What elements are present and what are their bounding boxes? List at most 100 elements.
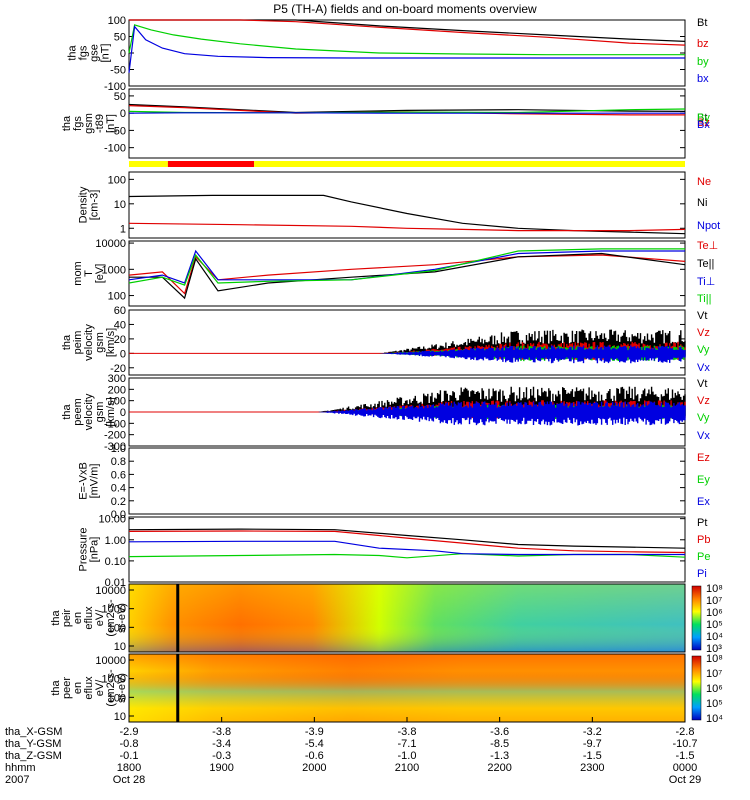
x-tick-value: -3.9 [305, 726, 324, 738]
panel-temperature: 10000 1000 100 mom T [eV] Te⊥ Te|| Ti⊥ Ti|| [72, 238, 718, 307]
series-pt-line [128, 528, 686, 549]
y-tick-label: 0.2 [111, 496, 126, 508]
x-row-label: tha_Z-GSM [5, 750, 62, 762]
y-axis-label-line: [nT] [105, 114, 117, 133]
y-tick-label: 0 [120, 348, 126, 360]
colorbar-tick-label: 10⁶ [706, 683, 723, 695]
x-tick-value: 2000 [302, 762, 326, 774]
y-axis-label-line: peim [72, 331, 84, 355]
series-pi-line [128, 540, 685, 556]
x-tick-value: -1.5 [583, 750, 602, 762]
legend-entry: Vy [697, 344, 710, 356]
legend-entry: Vx [697, 430, 710, 442]
x-tick-value: 2200 [487, 762, 511, 774]
y-tick-label: -50 [110, 125, 126, 137]
y-tick-label: 0.01 [105, 577, 126, 589]
x-tick-value: 1900 [209, 762, 233, 774]
y-tick-label: 0.8 [111, 456, 126, 468]
y-axis-label-line: [nT] [100, 44, 112, 63]
y-axis-label-line: tha [67, 44, 79, 60]
y-axis-label-line: gse [89, 44, 101, 62]
legend-entry: Vx [697, 362, 710, 374]
x-tick-value: -0.6 [305, 750, 324, 762]
y-axis-label-line: T [83, 270, 95, 277]
legend-entry: Bt [697, 17, 707, 29]
legend-entry: Ni [697, 197, 707, 209]
y-axis-label-line: eflux [83, 606, 95, 630]
x-tick-value: -2.9 [120, 726, 139, 738]
y-axis-label-line: eV/ [94, 679, 106, 696]
y-tick-label: 300 [108, 373, 126, 385]
legend-entry: by [697, 56, 709, 68]
legend-entry: Vt [697, 310, 707, 322]
legend-entry: Bt [697, 112, 707, 124]
y-tick-label: 10 [114, 199, 126, 211]
colorbar-tick-label: 10⁵ [706, 698, 723, 710]
x-tick-value: -8.5 [490, 738, 509, 750]
legend-entry: bx [697, 73, 709, 85]
colorbar-tick-label: 10³ [706, 643, 722, 655]
series-pb-line [128, 530, 686, 554]
x-tick-value: -0.1 [120, 750, 139, 762]
series-by-line [128, 24, 685, 56]
y-tick-label: -20 [110, 363, 126, 375]
legend-entry: Ne [697, 176, 711, 188]
x-tick-value: 0000 [673, 762, 697, 774]
x-row-label: tha_Y-GSM [5, 738, 61, 750]
y-axis-label-line: tha [61, 334, 73, 350]
y-axis-label-line: Pressure [78, 527, 90, 571]
y-tick-label: 1.0 [111, 443, 126, 455]
y-tick-label: 200 [108, 384, 126, 396]
colorbar-tick-label: 10⁸ [706, 583, 723, 595]
x-tick-value: -3.2 [583, 726, 602, 738]
y-axis-label-line: peem [72, 398, 84, 426]
x-tick-value: -0.8 [120, 738, 139, 750]
data-gap-mark [176, 654, 180, 722]
y-axis-label-line: eflux [83, 676, 95, 700]
y-tick-label: 1000 [102, 264, 126, 276]
x-row-label: hhmm [5, 762, 36, 774]
series-bz-line [129, 19, 686, 46]
y-axis-label-line: gsm [94, 402, 106, 423]
mode-bar-segment [167, 161, 255, 167]
y-axis-label-line: [nPa] [89, 537, 101, 563]
y-axis-label-line: peer [61, 677, 73, 699]
x-tick-value: -1.0 [398, 750, 417, 762]
y-axis-label-line: sr-eV) [116, 603, 128, 633]
colorbar-tick-label: 10⁴ [706, 631, 723, 643]
panel-frame [128, 583, 686, 653]
x-tick-value: -9.7 [583, 738, 602, 750]
legend-entry: Vt [697, 378, 707, 390]
x-tick-value: 1800 [117, 762, 141, 774]
y-tick-label: 0 [120, 407, 126, 419]
x-axis-labels: tha_X-GSMtha_Y-GSMtha_Z-GSMhhmm2007-2.9-… [5, 717, 701, 786]
y-tick-label: 50 [114, 91, 126, 103]
x-tick-value: -3.8 [212, 726, 231, 738]
y-axis-label-line: velocity [83, 393, 95, 430]
y-axis-label-line: mom [72, 261, 84, 285]
legend-entry: Bx [697, 119, 710, 131]
y-axis-label-line: tha [50, 609, 62, 625]
spectrogram-energy-shading [129, 584, 685, 652]
legend-entry: Vz [697, 395, 710, 407]
chart-title: P5 (TH-A) fields and on-board moments ov… [273, 2, 537, 16]
legend-entry: Ti|| [697, 293, 711, 305]
y-tick-label: 100 [108, 396, 126, 408]
y-tick-label: 100 [108, 692, 126, 704]
y-tick-label: 40 [114, 319, 126, 331]
legend-entry: Pi [697, 568, 707, 580]
y-tick-label: 10 [114, 641, 126, 653]
x-tick-value: -1.5 [676, 750, 695, 762]
x-tick-value: -1.3 [490, 750, 509, 762]
y-tick-label: 0.10 [105, 556, 126, 568]
velocity-trace-blue [318, 401, 686, 426]
x-tick-value: -10.7 [672, 738, 697, 750]
y-tick-label: 0.4 [111, 483, 126, 495]
y-tick-label: -50 [110, 65, 126, 77]
legend-entry: Bz [697, 117, 710, 129]
y-tick-label: 1000 [102, 674, 126, 686]
y-axis-label-line: sr-eV) [116, 673, 128, 703]
legend-entry: Ez [697, 452, 710, 464]
series-ni-line [128, 194, 686, 235]
